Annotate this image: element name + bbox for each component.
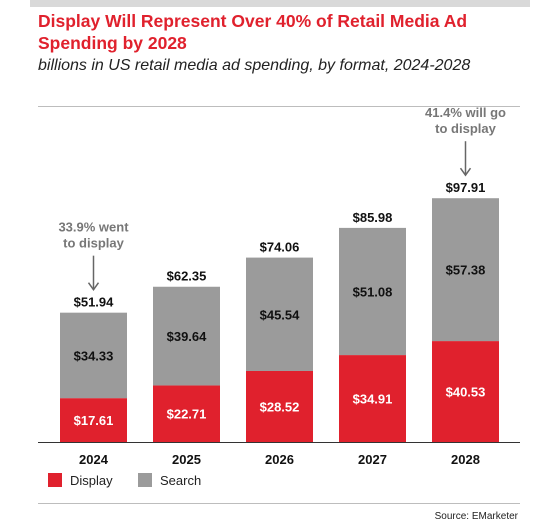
bar-search-2025: [153, 286, 220, 386]
x-tick-2025: 2025: [172, 452, 201, 467]
x-tick-2026: 2026: [265, 452, 294, 467]
annotation-2024-line-2: to display: [63, 236, 124, 251]
legend-display: Display: [48, 470, 113, 490]
footer-divider: [38, 503, 520, 504]
annotation-2028-line-1: 41.4% will go: [425, 105, 506, 120]
total-label-2024: $51.94: [74, 295, 115, 310]
bar-display-2027: [339, 355, 406, 442]
legend-display-swatch: [48, 473, 62, 487]
chart-subtitle: billions in US retail media ad spending,…: [38, 57, 471, 74]
chart-title: Display Will Represent Over 40% of Retai…: [38, 11, 468, 53]
bar-search-2028: [432, 198, 499, 342]
total-label-2026: $74.06: [260, 240, 300, 255]
annotation-2024-line-1: 33.9% went: [58, 220, 129, 235]
x-tick-2028: 2028: [451, 452, 480, 467]
data-label-search-2025: $39.64: [167, 329, 208, 344]
data-label-search-2026: $45.54: [260, 307, 301, 322]
data-label-search-2027: $51.08: [353, 284, 393, 299]
legend-search-label: Search: [160, 472, 202, 488]
annotation-arrowhead-2028: [459, 167, 472, 177]
total-label-2025: $62.35: [167, 269, 207, 284]
total-label-2028: $97.91: [446, 180, 486, 195]
bar-search-2027: [339, 227, 406, 356]
legend-search-swatch: [138, 473, 152, 487]
legend-search: Search: [138, 470, 201, 490]
data-label-display-2027: $34.91: [353, 392, 393, 407]
bar-display-2025: [153, 385, 220, 442]
source-note: Source: EMarketer: [434, 511, 518, 522]
data-label-search-2024: $34.33: [74, 348, 114, 363]
bar-display-2026: [246, 370, 313, 442]
data-label-search-2028: $57.38: [446, 263, 486, 278]
data-label-display-2024: $17.61: [74, 413, 114, 428]
bar-search-2026: [246, 257, 313, 371]
header-divider: [38, 106, 520, 107]
total-label-2027: $85.98: [353, 210, 393, 225]
bar-display-2028: [432, 341, 499, 442]
bar-search-2024: [60, 312, 127, 399]
annotation-2028-line-2: to display: [435, 121, 496, 136]
bar-display-2024: [60, 398, 127, 442]
x-tick-2024: 2024: [79, 452, 109, 467]
legend-display-label: Display: [70, 472, 113, 488]
top-rule: [30, 0, 530, 7]
annotation-arrowhead-2024: [87, 282, 100, 291]
data-label-display-2025: $22.71: [167, 407, 207, 422]
data-label-display-2026: $28.52: [260, 399, 300, 414]
data-label-display-2028: $40.53: [446, 385, 486, 400]
x-tick-2027: 2027: [358, 452, 387, 467]
